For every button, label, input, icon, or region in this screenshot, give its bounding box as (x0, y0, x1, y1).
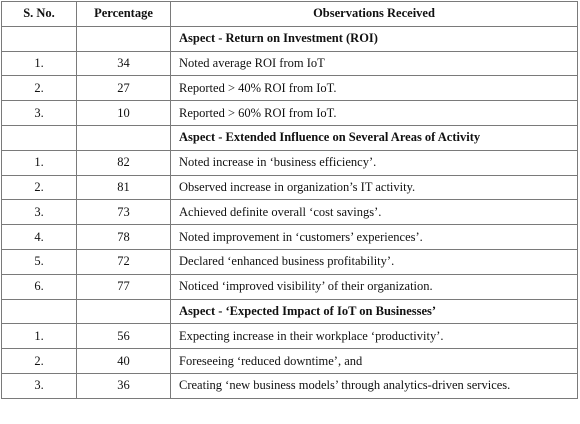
cell-observation: Observed increase in organization’s IT a… (170, 174, 578, 201)
cell-sno: 1. (1, 149, 77, 176)
cell-observation: Noticed ‘improved visibility’ of their o… (170, 273, 578, 300)
cell-observation: Expecting increase in their workplace ‘p… (170, 323, 578, 350)
section-empty-cell (1, 298, 77, 325)
cell-sno: 2. (1, 174, 77, 201)
section-empty-cell (76, 298, 171, 325)
cell-sno: 3. (1, 199, 77, 226)
cell-percentage: 34 (76, 50, 171, 77)
table-row: 1. 82 Noted increase in ‘business effici… (1, 149, 578, 176)
header-observations: Observations Received (170, 1, 578, 27)
cell-observation: Noted average ROI from IoT (170, 50, 578, 77)
cell-observation: Noted improvement in ‘customers’ experie… (170, 224, 578, 250)
cell-observation: Declared ‘enhanced business profitabilit… (170, 248, 578, 275)
section-empty-cell (76, 124, 171, 151)
table-row: 1. 34 Noted average ROI from IoT (1, 50, 578, 77)
section-header-row: Aspect - Extended Influence on Several A… (1, 124, 578, 151)
cell-observation: Foreseeing ‘reduced downtime’, and (170, 348, 578, 374)
header-sno: S. No. (1, 1, 77, 27)
cell-sno: 1. (1, 323, 77, 350)
cell-sno: 2. (1, 348, 77, 374)
cell-percentage: 81 (76, 174, 171, 201)
section-header-row: Aspect - ‘Expected Impact of IoT on Busi… (1, 298, 578, 325)
cell-percentage: 82 (76, 149, 171, 176)
cell-sno: 6. (1, 273, 77, 300)
cell-sno: 2. (1, 75, 77, 102)
table-row: 3. 73 Achieved definite overall ‘cost sa… (1, 199, 578, 226)
header-percentage: Percentage (76, 1, 171, 27)
cell-percentage: 78 (76, 224, 171, 250)
cell-observation: Creating ‘new business models’ through a… (170, 372, 578, 399)
section-empty-cell (1, 124, 77, 151)
header-row: S. No. Percentage Observations Received (1, 1, 578, 27)
table-row: 5. 72 Declared ‘enhanced business profit… (1, 248, 578, 275)
section-empty-cell (76, 25, 171, 52)
cell-observation: Reported > 40% ROI from IoT. (170, 75, 578, 102)
cell-percentage: 73 (76, 199, 171, 226)
table-row: 6. 77 Noticed ‘improved visibility’ of t… (1, 273, 578, 300)
cell-percentage: 36 (76, 372, 171, 399)
section-title: Aspect - ‘Expected Impact of IoT on Busi… (170, 298, 578, 325)
cell-percentage: 77 (76, 273, 171, 300)
cell-percentage: 27 (76, 75, 171, 102)
cell-observation: Reported > 60% ROI from IoT. (170, 100, 578, 126)
table-row: 4. 78 Noted improvement in ‘customers’ e… (1, 224, 578, 250)
table-row: 3. 36 Creating ‘new business models’ thr… (1, 372, 578, 399)
section-title: Aspect - Extended Influence on Several A… (170, 124, 578, 151)
cell-percentage: 56 (76, 323, 171, 350)
observations-table: S. No. Percentage Observations Received … (1, 1, 578, 399)
section-title: Aspect - Return on Investment (ROI) (170, 25, 578, 52)
section-empty-cell (1, 25, 77, 52)
cell-percentage: 40 (76, 348, 171, 374)
table-row: 1. 56 Expecting increase in their workpl… (1, 323, 578, 350)
cell-sno: 3. (1, 100, 77, 126)
cell-sno: 4. (1, 224, 77, 250)
cell-sno: 3. (1, 372, 77, 399)
table-row: 2. 40 Foreseeing ‘reduced downtime’, and (1, 348, 578, 374)
cell-sno: 1. (1, 50, 77, 77)
table-row: 2. 27 Reported > 40% ROI from IoT. (1, 75, 578, 102)
cell-observation: Noted increase in ‘business efficiency’. (170, 149, 578, 176)
table-row: 3. 10 Reported > 60% ROI from IoT. (1, 100, 578, 126)
cell-observation: Achieved definite overall ‘cost savings’… (170, 199, 578, 226)
cell-sno: 5. (1, 248, 77, 275)
cell-percentage: 10 (76, 100, 171, 126)
table-row: 2. 81 Observed increase in organization’… (1, 174, 578, 201)
cell-percentage: 72 (76, 248, 171, 275)
section-header-row: Aspect - Return on Investment (ROI) (1, 25, 578, 52)
